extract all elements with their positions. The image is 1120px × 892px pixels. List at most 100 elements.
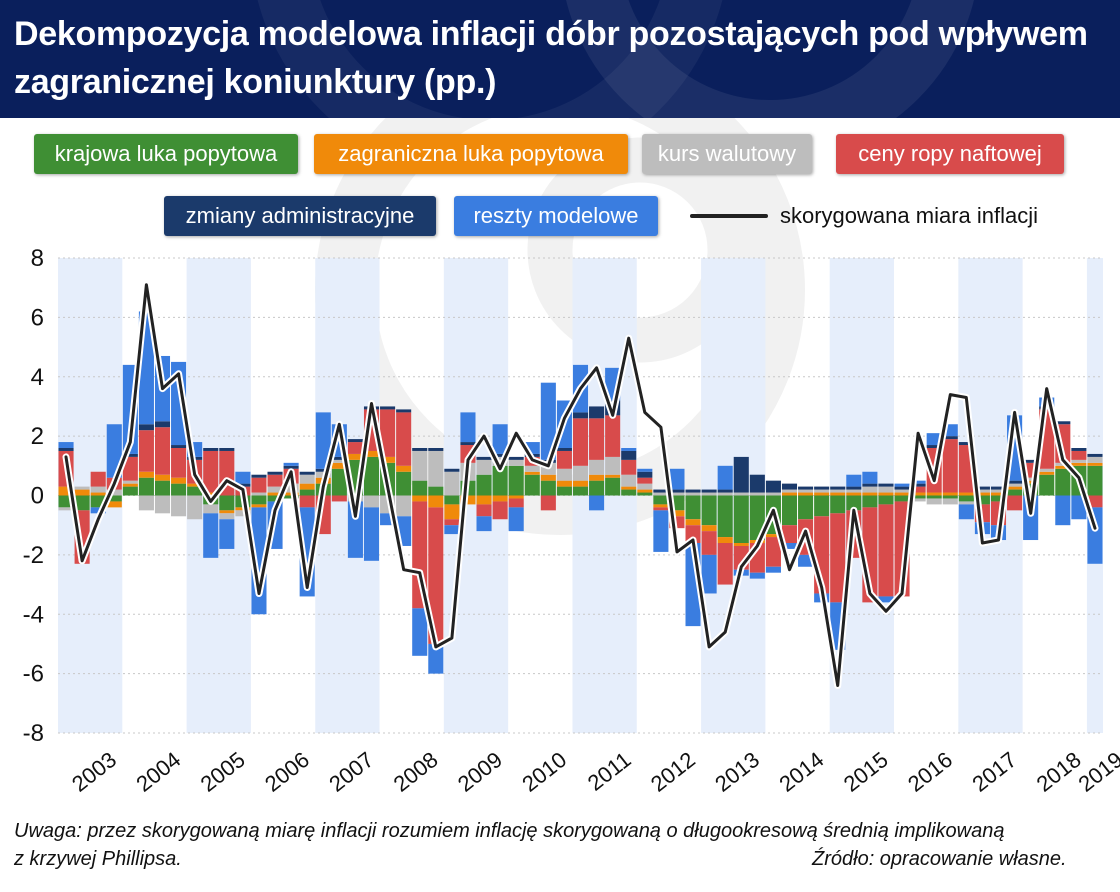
bar-segment	[926, 433, 942, 446]
bar-segment	[846, 474, 862, 487]
bar-segment	[219, 448, 235, 451]
bar-segment	[122, 453, 138, 457]
bar-segment	[315, 412, 331, 469]
bar-segment	[701, 495, 717, 526]
bar-segment	[701, 492, 717, 496]
bar-segment	[267, 486, 283, 493]
bar-segment	[958, 495, 974, 502]
bar-segment	[219, 495, 235, 511]
bar-segment	[701, 554, 717, 594]
bar-segment	[540, 495, 556, 511]
bar-segment	[187, 486, 203, 496]
bar-segment	[749, 492, 765, 496]
x-tick-label: 2012	[646, 747, 700, 797]
bar-segment	[58, 507, 74, 511]
bar-segment	[380, 406, 396, 410]
bar-segment	[910, 492, 926, 496]
bar-segment	[685, 495, 701, 520]
bar-segment	[942, 436, 958, 440]
bar-segment	[1071, 450, 1087, 460]
bar-segment	[637, 471, 653, 478]
legend-label: krajowa luka popytowa	[54, 141, 278, 166]
bar-segment	[653, 495, 669, 505]
bar-segment	[283, 462, 299, 466]
bar-segment	[974, 486, 990, 490]
x-tick-label: 2019	[1074, 747, 1120, 797]
x-tick-label: 2006	[260, 747, 314, 797]
y-axis: 8 6 4 2 0 -2 -4 -6 -8	[23, 245, 44, 747]
bar-segment	[219, 513, 235, 520]
bar-segment	[428, 495, 444, 508]
bar-segment	[90, 471, 106, 487]
bar-segment	[781, 492, 798, 496]
legend-label: reszty modelowe	[473, 203, 639, 228]
bar-segment	[701, 525, 717, 532]
bar-segment	[605, 474, 621, 478]
bar-segment	[203, 492, 219, 496]
bar-segment	[58, 448, 74, 451]
legend-label: zagraniczna luka popytowa	[338, 141, 604, 166]
bar-segment	[1023, 477, 1039, 481]
bar-segment	[669, 492, 685, 496]
bar-segment	[685, 492, 701, 496]
bar-segment	[508, 465, 524, 496]
bar-segment	[171, 483, 187, 496]
bar-segment	[138, 471, 154, 478]
bar-segment	[444, 525, 460, 535]
bar-segment	[717, 537, 733, 543]
bar-segment	[1071, 448, 1087, 451]
bar-segment	[669, 489, 685, 493]
x-tick-label: 2009	[453, 747, 507, 797]
bar-segment	[1071, 495, 1087, 520]
header-banner: Dekompozycja modelowa inflacji dóbr pozo…	[0, 0, 1120, 118]
bar-segment	[251, 504, 267, 508]
bar-segment	[460, 412, 476, 443]
watermark-circle	[527, 137, 753, 363]
bar-segment	[154, 480, 171, 496]
bar-segment	[363, 507, 380, 561]
bar-segment	[122, 486, 138, 496]
bar-segment	[363, 456, 380, 496]
bar-segment	[1087, 462, 1103, 466]
bar-segment	[846, 495, 862, 511]
bar-segment	[605, 456, 621, 475]
bar-segment	[235, 471, 251, 484]
bar-segment	[669, 510, 685, 517]
legend-item-ceny-ropy: ceny ropy naftowej	[836, 134, 1064, 174]
bar-segment	[203, 513, 219, 558]
bar-segment	[733, 495, 749, 543]
bar-segment	[894, 495, 910, 502]
bar-segment	[637, 483, 653, 490]
bar-segment	[669, 468, 685, 490]
bar-segment	[444, 504, 460, 520]
bar-segment	[910, 495, 926, 499]
bar-segment	[733, 543, 749, 546]
bar-segment	[830, 513, 846, 603]
bar-segment	[958, 504, 974, 520]
bar-segment	[637, 489, 653, 493]
bar-segment	[122, 456, 138, 481]
bar-segment	[798, 495, 814, 520]
bar-segment	[556, 448, 572, 451]
bar-segment	[347, 442, 363, 454]
bar-segment	[171, 445, 187, 448]
bar-segment	[894, 483, 910, 487]
bar-segment	[878, 495, 894, 505]
bar-segment	[1007, 489, 1023, 496]
bar-segment	[942, 495, 958, 499]
bar-segment	[894, 492, 910, 496]
bar-segment	[444, 468, 460, 472]
bar-segment	[1007, 486, 1023, 490]
bar-segment	[508, 495, 524, 499]
bar-segment	[621, 459, 637, 475]
bar-segment	[990, 495, 1007, 502]
page-title: Dekompozycja modelowa inflacji dóbr pozo…	[14, 15, 1088, 101]
bar-segment	[894, 489, 910, 493]
legend-label: zmiany administracyjne	[185, 203, 415, 228]
bar-segment	[910, 498, 926, 502]
bar-segment	[910, 486, 926, 493]
bar-segment	[331, 459, 347, 463]
bar-segment	[878, 483, 894, 487]
bar-segment	[814, 486, 830, 490]
